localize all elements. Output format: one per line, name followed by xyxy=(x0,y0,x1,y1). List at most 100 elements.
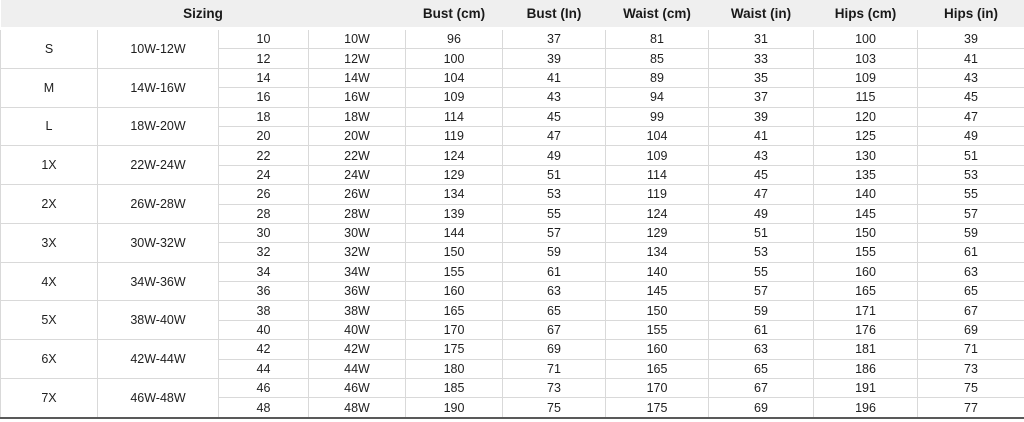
size-row: 7X 46W-48W 46 46W 185 73 170 67 191 75 xyxy=(0,378,1024,419)
header-bust-cm: Bust (cm) xyxy=(405,0,503,30)
waist-in-cell: 51 xyxy=(708,222,814,244)
bust-in-cell: 71 xyxy=(502,358,606,380)
size-row: 2X 26W-28W 26 26W 134 53 119 47 140 55 xyxy=(0,184,1024,224)
size-w-cell: 26W xyxy=(308,184,406,205)
bust-in-cell: 75 xyxy=(502,397,606,419)
waist-in-cell: 61 xyxy=(708,319,814,341)
waist-in-cell: 33 xyxy=(708,48,814,69)
bust-cm-cell: 104 xyxy=(405,67,503,89)
waist-in-cell: 47 xyxy=(708,184,814,205)
hips-cm-cell: 120 xyxy=(813,106,918,127)
size-num-cell: 14 xyxy=(218,67,309,89)
size-num-cell: 18 xyxy=(218,106,309,127)
size-w-cell: 10W xyxy=(308,27,406,50)
hips-in-cell: 49 xyxy=(917,125,1024,147)
header-row: Sizing Bust (cm) Bust (In) Waist (cm) Wa… xyxy=(0,0,1024,30)
waist-in-cell: 67 xyxy=(708,378,814,399)
waist-cm-cell: 109 xyxy=(605,145,709,166)
hips-cm-cell: 115 xyxy=(813,87,918,108)
bust-in-cell: 37 xyxy=(502,27,606,50)
size-w-cell: 16W xyxy=(308,87,406,108)
waist-cm-cell: 129 xyxy=(605,222,709,244)
waist-in-cell: 39 xyxy=(708,106,814,127)
size-w-cell: 32W xyxy=(308,242,406,263)
bust-cm-cell: 160 xyxy=(405,281,503,302)
waist-cm-cell: 160 xyxy=(605,339,709,360)
size-row: 6X 42W-44W 42 42W 175 69 160 63 181 71 xyxy=(0,339,1024,380)
header-sizing: Sizing xyxy=(0,0,406,30)
size-w-cell: 36W xyxy=(308,281,406,302)
waist-cm-cell: 89 xyxy=(605,67,709,89)
bust-in-cell: 47 xyxy=(502,125,606,147)
waist-in-cell: 45 xyxy=(708,164,814,186)
waist-in-cell: 53 xyxy=(708,242,814,263)
hips-in-cell: 47 xyxy=(917,106,1024,127)
size-num-cell: 32 xyxy=(218,242,309,263)
hips-in-cell: 45 xyxy=(917,87,1024,108)
hips-cm-cell: 181 xyxy=(813,339,918,360)
waist-in-cell: 31 xyxy=(708,27,814,50)
hips-in-cell: 61 xyxy=(917,242,1024,263)
size-num-cell: 36 xyxy=(218,281,309,302)
bust-cm-cell: 170 xyxy=(405,319,503,341)
size-w-cell: 42W xyxy=(308,339,406,360)
hips-cm-cell: 145 xyxy=(813,203,918,224)
bust-cm-cell: 114 xyxy=(405,106,503,127)
hips-in-cell: 75 xyxy=(917,378,1024,399)
hips-cm-cell: 125 xyxy=(813,125,918,147)
size-num-cell: 22 xyxy=(218,145,309,166)
size-row: 44 44W 180 71 165 65 186 73 xyxy=(1,358,1024,380)
header-hips-in: Hips (in) xyxy=(917,0,1024,30)
size-group-label: L xyxy=(0,106,98,147)
bust-in-cell: 49 xyxy=(502,145,606,166)
waist-cm-cell: 145 xyxy=(605,281,709,302)
size-num-cell: 26 xyxy=(218,184,309,205)
size-row: 28 28W 139 55 124 49 145 57 xyxy=(1,203,1024,224)
waist-in-cell: 43 xyxy=(708,145,814,166)
size-row: 20 20W 119 47 104 41 125 49 xyxy=(1,125,1024,147)
size-w-cell: 12W xyxy=(308,48,406,69)
bust-in-cell: 51 xyxy=(502,164,606,186)
hips-in-cell: 39 xyxy=(917,27,1024,50)
hips-cm-cell: 150 xyxy=(813,222,918,244)
waist-cm-cell: 119 xyxy=(605,184,709,205)
header-waist-in: Waist (in) xyxy=(708,0,814,30)
size-w-cell: 40W xyxy=(308,319,406,341)
waist-cm-cell: 134 xyxy=(605,242,709,263)
size-group-label: 1X xyxy=(0,145,98,186)
waist-in-cell: 55 xyxy=(708,261,814,283)
size-num-cell: 44 xyxy=(218,358,309,380)
waist-cm-cell: 170 xyxy=(605,378,709,399)
bust-cm-cell: 119 xyxy=(405,125,503,147)
bust-in-cell: 41 xyxy=(502,67,606,89)
waist-cm-cell: 85 xyxy=(605,48,709,69)
bust-cm-cell: 129 xyxy=(405,164,503,186)
bust-in-cell: 69 xyxy=(502,339,606,360)
hips-in-cell: 71 xyxy=(917,339,1024,360)
size-group-label: 7X xyxy=(0,378,98,419)
size-row: 4X 34W-36W 34 34W 155 61 140 55 160 63 xyxy=(0,261,1024,302)
hips-cm-cell: 130 xyxy=(813,145,918,166)
hips-cm-cell: 171 xyxy=(813,300,918,321)
hips-cm-cell: 140 xyxy=(813,184,918,205)
bust-cm-cell: 144 xyxy=(405,222,503,244)
size-w-cell: 20W xyxy=(308,125,406,147)
size-w-cell: 24W xyxy=(308,164,406,186)
waist-in-cell: 57 xyxy=(708,281,814,302)
size-group-label: 3X xyxy=(0,222,98,263)
size-num-cell: 20 xyxy=(218,125,309,147)
hips-cm-cell: 155 xyxy=(813,242,918,263)
bust-cm-cell: 180 xyxy=(405,358,503,380)
waist-cm-cell: 150 xyxy=(605,300,709,321)
size-w-cell: 46W xyxy=(308,378,406,399)
hips-in-cell: 63 xyxy=(917,261,1024,283)
size-range-label: 42W-44W xyxy=(97,339,219,380)
hips-cm-cell: 196 xyxy=(813,397,918,419)
size-range-label: 46W-48W xyxy=(97,378,219,419)
size-row: 5X 38W-40W 38 38W 165 65 150 59 171 67 xyxy=(0,300,1024,341)
bust-cm-cell: 165 xyxy=(405,300,503,321)
size-group-label: 2X xyxy=(0,184,98,224)
size-row: 48 48W 190 75 175 69 196 77 xyxy=(1,397,1024,419)
bust-in-cell: 55 xyxy=(502,203,606,224)
